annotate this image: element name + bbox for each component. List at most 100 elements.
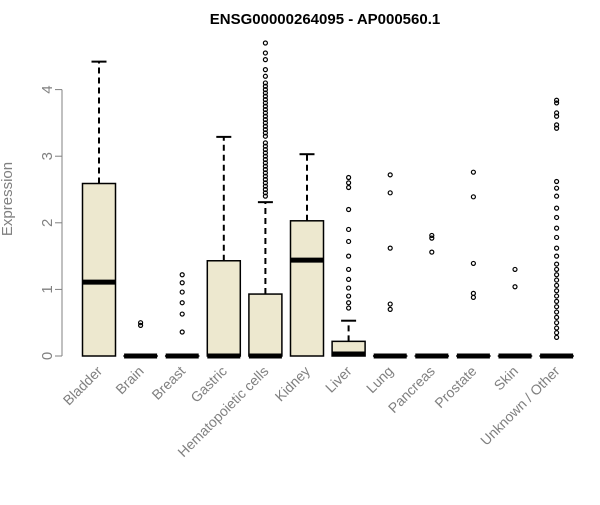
- box-group: [540, 98, 573, 356]
- outlier-point: [555, 235, 559, 239]
- outlier-point: [347, 227, 351, 231]
- outlier-point: [471, 195, 475, 199]
- x-tick-label: Skin: [491, 363, 522, 394]
- outlier-point: [555, 246, 559, 250]
- chart-title: ENSG00000264095 - AP000560.1: [210, 11, 440, 28]
- box-group: [166, 273, 199, 356]
- outlier-point: [555, 123, 559, 127]
- box-body: [291, 221, 324, 356]
- outlier-point: [263, 41, 267, 45]
- outlier-point: [513, 285, 517, 289]
- box-group: [415, 233, 448, 356]
- outlier-point: [555, 226, 559, 230]
- outlier-point: [555, 326, 559, 330]
- outlier-point: [180, 301, 184, 305]
- x-tick-label: Liver: [322, 363, 355, 396]
- outlier-point: [347, 286, 351, 290]
- outlier-point: [263, 81, 267, 85]
- outlier-point: [347, 186, 351, 190]
- outlier-point: [555, 331, 559, 335]
- outlier-point: [555, 180, 559, 184]
- outlier-point: [180, 273, 184, 277]
- y-tick-label: 1: [39, 285, 56, 293]
- outlier-point: [347, 254, 351, 258]
- box-group: [207, 137, 240, 356]
- outlier-point: [388, 173, 392, 177]
- outlier-point: [388, 302, 392, 306]
- outlier-point: [139, 321, 143, 325]
- outlier-point: [555, 262, 559, 266]
- outlier-point: [555, 111, 559, 115]
- outlier-point: [347, 239, 351, 243]
- y-tick-label: 0: [39, 352, 56, 360]
- outlier-point: [347, 301, 351, 305]
- outlier-point: [347, 207, 351, 211]
- outlier-point: [555, 294, 559, 298]
- outlier-point: [388, 191, 392, 195]
- y-axis-label: Expression: [0, 162, 16, 236]
- outlier-point: [555, 283, 559, 287]
- outlier-point: [263, 51, 267, 55]
- outlier-point: [263, 68, 267, 72]
- outlier-point: [347, 267, 351, 271]
- outlier-point: [347, 277, 351, 281]
- x-tick-label: Prostate: [431, 363, 479, 411]
- outlier-point: [513, 267, 517, 271]
- x-tick-label: Unknown / Other: [477, 363, 563, 449]
- x-tick-label: Brain: [112, 363, 146, 397]
- outlier-point: [263, 74, 267, 78]
- box-group: [332, 176, 365, 356]
- box-body: [249, 294, 282, 356]
- outlier-point: [347, 294, 351, 298]
- outlier-point: [555, 278, 559, 282]
- box-group: [124, 321, 157, 356]
- outlier-point: [347, 176, 351, 180]
- outlier-point: [555, 194, 559, 198]
- outlier-point: [555, 98, 559, 102]
- outlier-point: [555, 289, 559, 293]
- x-tick-label: Kidney: [272, 363, 314, 405]
- box-body: [207, 261, 240, 356]
- box-group: [457, 170, 490, 356]
- box-group: [499, 267, 532, 356]
- box-group: [83, 62, 116, 356]
- outlier-point: [555, 254, 559, 258]
- outlier-point: [430, 233, 434, 237]
- box-group: [291, 154, 324, 356]
- x-tick-label: Bladder: [60, 363, 106, 409]
- outlier-point: [471, 170, 475, 174]
- outlier-point: [430, 250, 434, 254]
- x-tick-label: Lung: [363, 363, 396, 396]
- x-tick-label: Breast: [148, 363, 188, 403]
- outlier-point: [555, 305, 559, 309]
- outlier-point: [555, 315, 559, 319]
- y-tick-label: 4: [39, 85, 56, 93]
- outlier-point: [263, 58, 267, 62]
- outlier-point: [555, 215, 559, 219]
- outlier-point: [555, 310, 559, 314]
- boxes-layer: [83, 41, 574, 356]
- outlier-point: [555, 186, 559, 190]
- box-group: [374, 173, 407, 356]
- outlier-point: [180, 290, 184, 294]
- outlier-point: [555, 273, 559, 277]
- y-tick-label: 3: [39, 152, 56, 160]
- outlier-point: [180, 330, 184, 334]
- outlier-point: [388, 246, 392, 250]
- outlier-point: [555, 267, 559, 271]
- y-axis: 0 1 2 3 4: [39, 85, 62, 360]
- box-body: [83, 184, 116, 356]
- outlier-point: [347, 181, 351, 185]
- box-group: [249, 41, 282, 356]
- outlier-point: [180, 281, 184, 285]
- outlier-point: [471, 261, 475, 265]
- y-tick-label: 2: [39, 219, 56, 227]
- outlier-point: [388, 307, 392, 311]
- outlier-point: [555, 335, 559, 339]
- outlier-point: [347, 306, 351, 310]
- outlier-point: [555, 299, 559, 303]
- outlier-point: [555, 206, 559, 210]
